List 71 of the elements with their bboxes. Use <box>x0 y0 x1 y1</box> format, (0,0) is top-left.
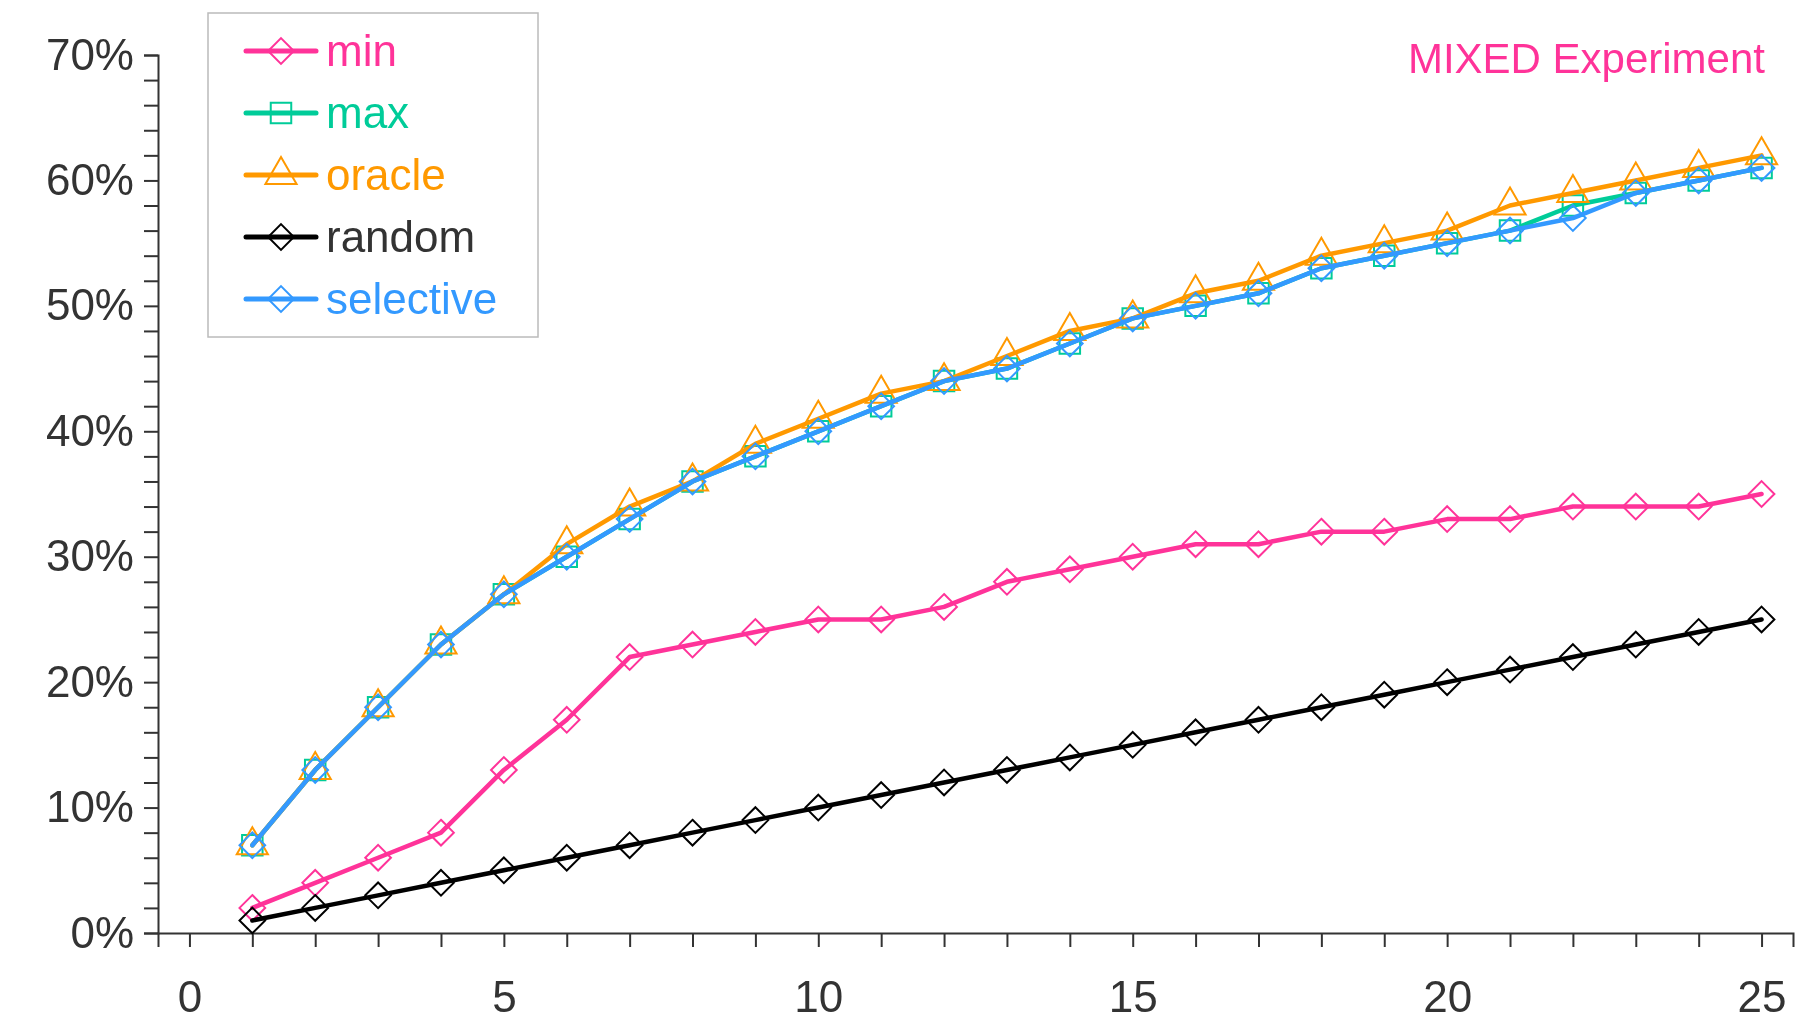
x-tick-label: 0 <box>177 972 203 1022</box>
point <box>1559 643 1587 671</box>
point <box>1621 492 1650 521</box>
point <box>678 630 707 659</box>
point <box>1370 680 1399 709</box>
point <box>552 843 581 872</box>
legend-label: max <box>326 88 410 137</box>
point <box>427 868 455 897</box>
point <box>552 705 581 734</box>
point <box>1244 530 1273 559</box>
point <box>1181 530 1210 559</box>
chart-title: MIXED Experiment <box>1407 35 1766 82</box>
legend-label: oracle <box>326 150 446 199</box>
y-tick-label: 20% <box>45 656 134 706</box>
x-tick-label: 10 <box>794 972 844 1022</box>
point <box>1496 655 1524 684</box>
point <box>1433 505 1461 533</box>
y-tick-label: 10% <box>45 782 134 832</box>
point <box>301 894 330 922</box>
point <box>1118 542 1147 571</box>
y-tick-label: 60% <box>45 155 134 205</box>
point <box>1747 605 1776 634</box>
point <box>741 618 770 646</box>
point <box>364 881 392 910</box>
point <box>741 806 770 834</box>
point <box>615 831 644 860</box>
x-tick-label: 25 <box>1737 972 1787 1022</box>
legend-label: selective <box>326 274 498 323</box>
point <box>427 818 455 847</box>
y-tick-label: 40% <box>45 405 134 455</box>
point <box>1559 204 1587 232</box>
point <box>1244 705 1273 734</box>
point <box>867 605 896 634</box>
point <box>1055 743 1084 772</box>
point <box>1684 618 1713 646</box>
point <box>301 868 330 897</box>
point <box>364 843 392 872</box>
point <box>1621 630 1650 659</box>
y-tick-label: 70% <box>45 29 134 79</box>
point <box>1307 693 1336 722</box>
point <box>1747 480 1776 508</box>
point <box>238 894 267 922</box>
point <box>804 605 833 634</box>
point <box>993 756 1021 784</box>
point <box>490 756 518 784</box>
legend-label: random <box>326 212 476 261</box>
point <box>1055 555 1084 584</box>
point <box>1496 505 1524 533</box>
point <box>678 818 707 847</box>
point <box>1370 517 1399 546</box>
point <box>1307 517 1336 546</box>
point <box>1118 731 1147 759</box>
point <box>490 856 518 885</box>
point <box>615 643 644 671</box>
y-tick-label: 30% <box>45 531 134 581</box>
y-tick-label: 50% <box>45 280 134 330</box>
point <box>930 593 958 621</box>
point <box>993 567 1021 596</box>
x-tick-label: 20 <box>1423 972 1473 1022</box>
point <box>238 906 267 935</box>
legend-label: min <box>326 26 397 75</box>
point <box>930 768 958 797</box>
point <box>1684 492 1713 521</box>
point <box>804 793 833 822</box>
x-tick-label: 15 <box>1108 972 1158 1022</box>
point <box>867 781 896 809</box>
x-tick-label: 5 <box>492 972 517 1022</box>
y-tick-label: 0% <box>70 907 134 957</box>
point <box>1181 718 1210 747</box>
point <box>1433 668 1461 696</box>
point <box>1559 492 1587 521</box>
